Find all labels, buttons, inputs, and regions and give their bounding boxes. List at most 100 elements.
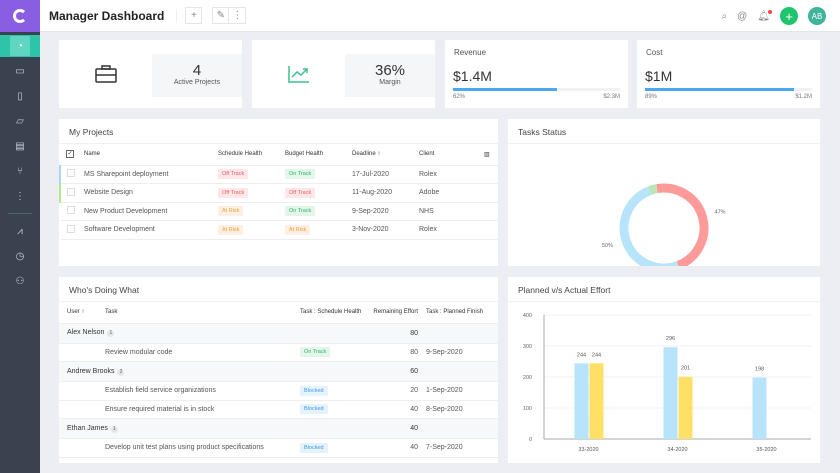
table-row[interactable]: Website Design Off Track Off Track 11-Au…: [59, 183, 498, 203]
metric-value: $1.4M: [453, 68, 492, 84]
sidebar-item-dashboard[interactable]: ◔: [0, 35, 40, 57]
row-checkbox[interactable]: [67, 224, 75, 233]
tasks-status-panel: Tasks Status 47% 50%: [508, 119, 820, 273]
status-badge: At Risk: [218, 206, 244, 217]
client: Rolex: [419, 220, 498, 240]
bar[interactable]: [752, 377, 767, 439]
app-logo[interactable]: [0, 0, 40, 32]
sidebar-item-user-check[interactable]: ⚇: [0, 270, 40, 292]
mention-icon[interactable]: @: [737, 10, 748, 22]
avatar[interactable]: AB: [808, 7, 826, 25]
group-row[interactable]: Andrew Brooks 2 60: [59, 361, 498, 382]
table-row[interactable]: MS Sharepoint deployment Off Track On Tr…: [59, 165, 498, 184]
row-checkbox[interactable]: [67, 206, 75, 215]
deadline: 11-Aug-2020: [352, 183, 419, 203]
count-badge: 1: [107, 330, 115, 337]
bar[interactable]: [678, 376, 693, 439]
bar-value-label: 296: [666, 336, 675, 342]
create-button[interactable]: +: [780, 7, 798, 25]
bar-value-label: 198: [755, 367, 764, 373]
briefcase-icon: [59, 40, 152, 108]
sidebar-item-briefcase[interactable]: ▭: [0, 60, 40, 82]
col-budget-health[interactable]: Budget Health: [285, 144, 352, 166]
metric-label: Cost: [646, 48, 663, 57]
user-check-icon: ⚇: [15, 275, 25, 287]
row-checkbox[interactable]: [67, 187, 75, 196]
col-deadline[interactable]: Deadline ↑: [352, 144, 419, 166]
client: Rolex: [419, 165, 498, 184]
task-name[interactable]: Establish field service organizations: [105, 381, 300, 401]
progress-max: $2.3M: [603, 94, 620, 100]
task-name[interactable]: Review modular code: [105, 343, 300, 362]
kpi-label: Margin: [379, 79, 401, 86]
search-icon[interactable]: ⌕: [721, 10, 728, 22]
bar[interactable]: [589, 363, 604, 439]
panel-title: Planned v/s Actual Effort: [508, 277, 820, 302]
count-badge: 2: [117, 368, 125, 376]
col-planned-finish[interactable]: Task : Planned Finish: [422, 302, 498, 324]
group-row[interactable]: Alex Nelson 1 80: [59, 323, 498, 344]
col-name[interactable]: Name: [84, 144, 218, 166]
progress-percent: 89%: [645, 94, 658, 100]
project-name[interactable]: Software Development: [84, 220, 218, 240]
remaining-effort: 80: [368, 343, 422, 362]
planned-finish: 9-Sep-2020: [422, 343, 498, 362]
donut-slice[interactable]: [656, 183, 709, 270]
col-remaining-effort[interactable]: Remaining Effort: [368, 302, 422, 324]
table-row[interactable]: Establish field service organizations Bl…: [59, 381, 498, 401]
select-all-checkbox[interactable]: ✓: [66, 150, 74, 159]
sidebar-item-more[interactable]: ⋮: [0, 185, 40, 207]
table-row[interactable]: New Product Development At Risk On Track…: [60, 202, 498, 221]
panel-title: Who's Doing What: [59, 277, 498, 302]
metric-card: Cost $1M 89% $1.2M: [637, 40, 820, 108]
status-badge: Blocked: [300, 385, 328, 396]
sidebar-item-chart[interactable]: ⩘: [0, 220, 40, 242]
deadline: 9-Sep-2020: [352, 202, 419, 221]
status-badge: On Track: [300, 347, 331, 358]
metric-value: $1M: [645, 68, 673, 84]
add-button[interactable]: +: [185, 7, 203, 24]
more-icon[interactable]: ⋮: [229, 7, 247, 24]
client: NHS: [419, 202, 498, 221]
progress-max: $1.2M: [795, 94, 812, 100]
client: Adobe: [419, 183, 498, 203]
col-task[interactable]: Task: [105, 302, 300, 324]
col-client[interactable]: Client: [419, 144, 484, 166]
edit-icon[interactable]: ✎: [212, 7, 230, 24]
bar[interactable]: [663, 347, 678, 439]
status-badge: At Risk: [218, 224, 244, 235]
table-row[interactable]: Develop unit test plans using product sp…: [59, 438, 498, 458]
status-badge: Blocked: [300, 442, 328, 453]
page-title: Manager Dashboard: [49, 8, 165, 23]
project-name[interactable]: New Product Development: [84, 202, 218, 221]
table-row[interactable]: Ensure required material is in stock Blo…: [59, 400, 498, 419]
sidebar-item-document[interactable]: ▤: [0, 135, 40, 157]
group-row[interactable]: Ethan James 1 40: [59, 418, 498, 439]
more-icon: ⋮: [15, 190, 25, 202]
donut-slice[interactable]: [648, 184, 658, 195]
col-schedule-health[interactable]: Task : Schedule Health: [300, 302, 368, 324]
deadline: 17-Jul-2020: [352, 165, 419, 184]
task-name[interactable]: Ensure required material is in stock: [105, 400, 300, 419]
project-name[interactable]: Website Design: [84, 183, 218, 203]
bell-icon[interactable]: 🔔︎: [757, 9, 772, 22]
sidebar-item-clipboard[interactable]: ▯: [0, 85, 40, 107]
panel-title: Tasks Status: [508, 119, 820, 144]
table-row[interactable]: Software Development At Risk At Risk 3-N…: [60, 220, 498, 240]
project-name[interactable]: MS Sharepoint deployment: [84, 165, 218, 184]
user-name: Ethan James: [67, 424, 108, 432]
col-schedule-health[interactable]: Schedule Health: [218, 144, 285, 166]
sidebar-item-branch[interactable]: ⑂: [0, 160, 40, 182]
sidebar-item-presentation[interactable]: ▱: [0, 110, 40, 132]
status-badge: At Risk: [285, 224, 311, 235]
bar[interactable]: [574, 363, 589, 439]
donut-slice[interactable]: [619, 186, 680, 273]
sidebar-item-clock[interactable]: ◷: [0, 245, 40, 267]
task-name[interactable]: Develop unit test plans using product sp…: [105, 438, 300, 458]
row-checkbox[interactable]: [67, 169, 75, 178]
planned-finish: 7-Sep-2020: [422, 438, 498, 458]
table-row[interactable]: Review modular code On Track 80 9-Sep-20…: [59, 343, 498, 362]
col-user[interactable]: User ↑: [59, 302, 105, 324]
kpi-label: Active Projects: [173, 79, 221, 86]
columns-icon[interactable]: ▥: [484, 144, 498, 166]
